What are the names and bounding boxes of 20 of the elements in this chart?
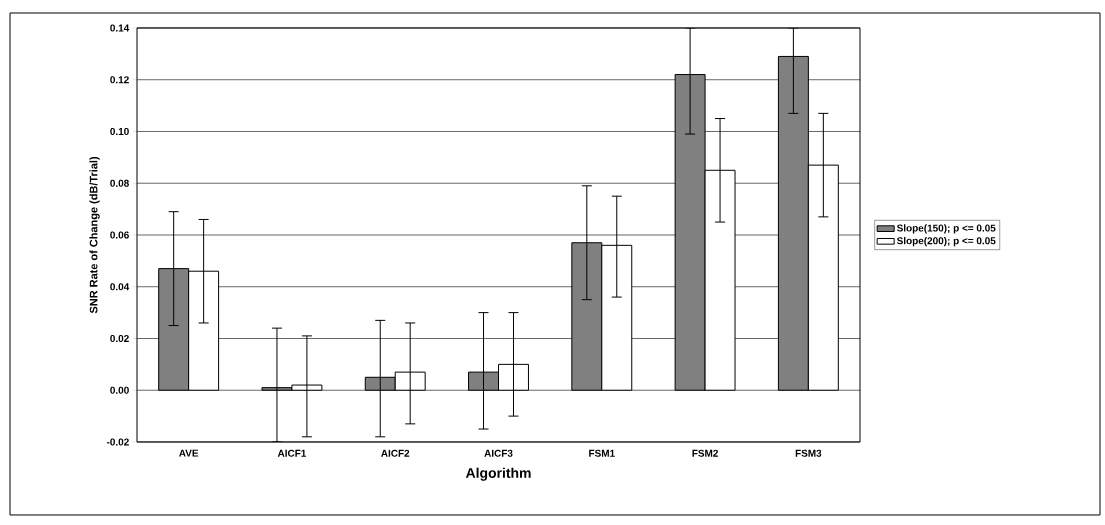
y-tick-label: 0.14 <box>110 24 130 32</box>
y-tick-label: 0.02 <box>110 334 129 343</box>
x-tick-label: FSM1 <box>589 449 615 457</box>
x-tick-label: FSM3 <box>795 449 822 457</box>
x-tick-label: AICF1 <box>277 449 307 457</box>
y-tick-label: 0.10 <box>110 127 129 136</box>
y-tick-label: 0.00 <box>110 386 129 394</box>
y-tick-label: -0.02 <box>106 438 129 446</box>
legend-label: Slope(150); p <= 0.05 <box>896 224 996 234</box>
y-tick-label: 0.06 <box>110 231 129 239</box>
x-tick-label: FSM2 <box>692 449 718 457</box>
y-axis-title: SNR Rate of Change (dB/Trial) <box>89 156 100 314</box>
x-tick-label: AVE <box>179 449 199 457</box>
legend-label: Slope(200); p <= 0.05 <box>896 236 996 247</box>
x-tick-label: AICF3 <box>484 449 513 457</box>
x-axis-title: Algorithm <box>465 467 531 481</box>
y-tick-label: 0.04 <box>110 283 130 291</box>
x-tick-label: AICF2 <box>381 449 410 457</box>
y-tick-label: 0.12 <box>110 76 129 84</box>
y-tick-label: 0.08 <box>110 179 129 187</box>
